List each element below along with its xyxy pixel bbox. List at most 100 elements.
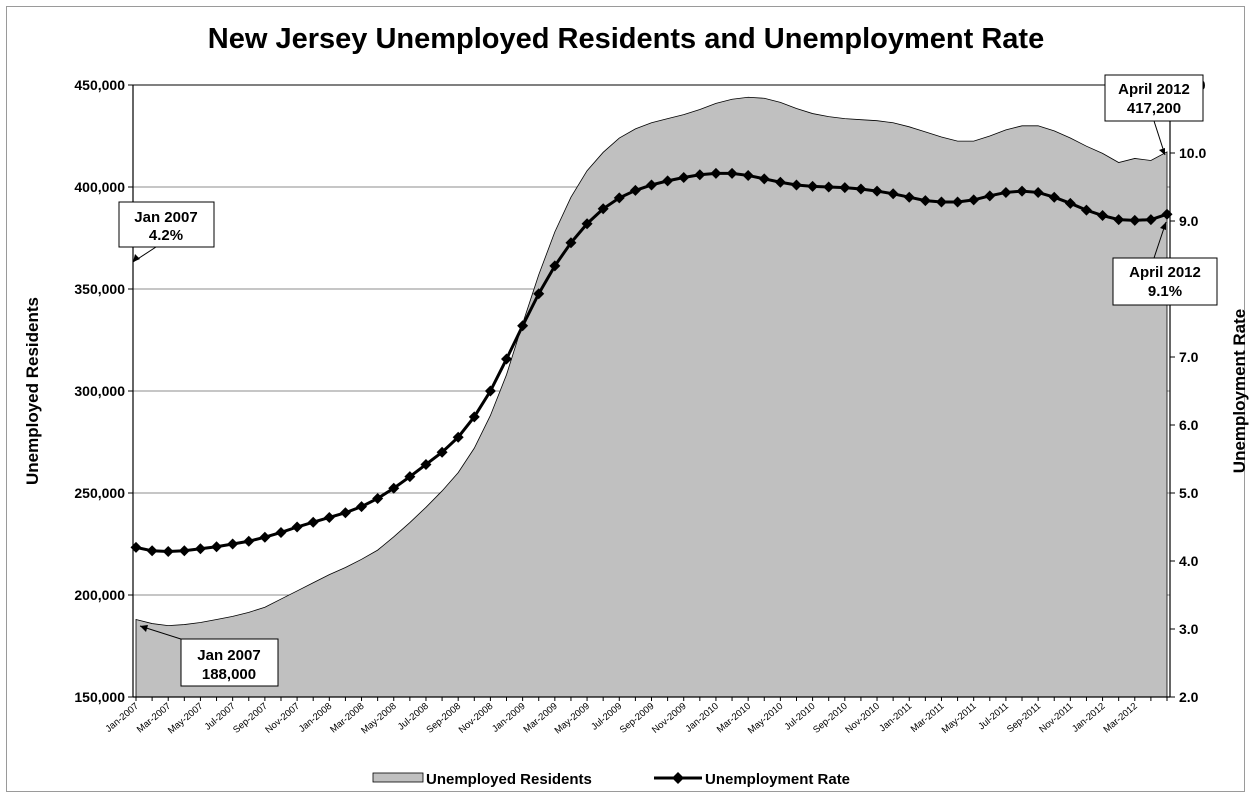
rate-point xyxy=(903,191,915,203)
right-axis-ticks: 2.03.04.05.06.07.08.09.010.011.0 xyxy=(1170,77,1206,705)
y2-tick-label: 3.0 xyxy=(1179,621,1199,637)
rate-point xyxy=(452,431,464,443)
y-tick-label: 300,000 xyxy=(74,383,125,399)
x-tick-label: Mar-2012 xyxy=(1101,701,1139,736)
y-axis-label: Unemployed Residents xyxy=(23,297,42,485)
rate-point xyxy=(323,511,335,523)
rate-point xyxy=(291,521,303,533)
left-axis-ticks: 150,000 200,000 250,000 300,000 350,000 400,0… xyxy=(74,77,133,705)
rate-point xyxy=(1016,185,1028,197)
rate-point xyxy=(726,167,738,179)
rate-point xyxy=(436,446,448,458)
rate-point xyxy=(227,538,239,550)
x-tick-label: Jan-2011 xyxy=(877,701,914,734)
y-tick-label: 350,000 xyxy=(74,281,125,297)
rate-point xyxy=(597,203,609,215)
rate-point xyxy=(984,190,996,202)
y-tick-label: 250,000 xyxy=(74,485,125,501)
x-tick-label: Sep-2008 xyxy=(424,701,463,736)
rate-point xyxy=(372,492,384,504)
rate-point xyxy=(774,176,786,188)
x-tick-label: Jan-2009 xyxy=(490,701,527,735)
rate-point xyxy=(259,531,271,543)
rate-point xyxy=(1000,186,1012,198)
annot-apr2012-res-line2: 417,200 xyxy=(1127,100,1181,117)
x-tick-label: Sep-2007 xyxy=(231,701,270,736)
rate-point xyxy=(678,171,690,183)
annot-apr2012-res-arrowhead xyxy=(1159,148,1165,155)
annot-jan2007-res-line1: Jan 2007 xyxy=(197,647,260,664)
rate-point xyxy=(468,411,480,423)
rate-point xyxy=(790,179,802,191)
x-tick-label: Nov-2010 xyxy=(843,701,882,736)
rate-point xyxy=(404,471,416,483)
rate-point xyxy=(275,526,287,538)
rate-point xyxy=(162,545,174,557)
legend-label-unemployment-rate: Unemployment Rate xyxy=(705,771,850,788)
annot-jan2007-rate-line2: 4.2% xyxy=(149,227,183,244)
x-tick-label: Nov-2011 xyxy=(1037,701,1075,735)
y-tick-label: 200,000 xyxy=(74,587,125,603)
annot-apr2012-res-line1: April 2012 xyxy=(1118,81,1190,98)
y2-tick-label: 6.0 xyxy=(1179,417,1199,433)
x-tick-label: Nov-2007 xyxy=(263,701,302,736)
legend: Unemployed Residents Unemployment Rate xyxy=(372,771,850,788)
chart-title: New Jersey Unemployed Residents and Unem… xyxy=(208,23,1044,55)
rate-point xyxy=(1097,210,1109,222)
x-tick-label: May-2009 xyxy=(553,701,592,737)
y2-tick-label: 10.0 xyxy=(1179,145,1206,161)
annot-apr2012-res-box xyxy=(1104,74,1204,122)
y2-tick-label: 5.0 xyxy=(1179,485,1199,501)
annotations: Jan 2007 4.2% Jan 2007 188,000 April 201… xyxy=(118,74,1218,687)
annot-jan2007-res-line2: 188,000 xyxy=(202,666,256,683)
annot-apr2012-rate-box xyxy=(1112,257,1218,306)
x-tick-label: Sep-2009 xyxy=(618,701,657,736)
rate-point xyxy=(646,179,657,191)
rate-point xyxy=(307,516,319,528)
rate-point xyxy=(742,169,754,181)
rate-point xyxy=(694,169,706,181)
annot-jan2007-res-arrowhead xyxy=(140,625,148,632)
unemployed-residents-area xyxy=(135,96,1168,698)
rate-point xyxy=(935,196,947,208)
rate-point xyxy=(243,535,255,547)
rate-point xyxy=(839,182,851,194)
rate-point xyxy=(581,218,593,230)
rate-point xyxy=(758,173,770,185)
rate-point xyxy=(1113,214,1125,226)
x-tick-label: Jan-2008 xyxy=(297,701,334,735)
rate-point xyxy=(1145,214,1157,226)
rate-point xyxy=(356,501,368,513)
y-tick-label: 150,000 xyxy=(74,689,125,705)
legend-marker-unemployment-rate xyxy=(672,772,684,784)
annot-jan2007-rate-line1: Jan 2007 xyxy=(134,209,197,226)
rate-point xyxy=(952,196,964,208)
annot-jan2007-res-arrow xyxy=(139,625,185,641)
rate-point xyxy=(1129,214,1141,226)
x-tick-label: Jan-2012 xyxy=(1070,701,1107,735)
rate-point xyxy=(1032,186,1044,198)
annot-jan2007-rate-arrowhead xyxy=(133,254,140,262)
x-tick-label: Jan-2010 xyxy=(683,701,720,735)
y-tick-label: 400,000 xyxy=(74,179,125,195)
x-tick-label: May-2010 xyxy=(746,701,785,737)
y-tick-label: 450,000 xyxy=(74,77,125,93)
x-tick-label: May-2007 xyxy=(166,701,205,737)
x-axis-ticks: Jan-2007Mar-2007May-2007Jul-2007Sep-2007… xyxy=(104,697,1168,737)
rate-point xyxy=(823,181,835,193)
x-tick-label: Nov-2009 xyxy=(650,701,689,736)
rate-point xyxy=(517,320,529,332)
rate-point xyxy=(549,260,561,272)
rate-point xyxy=(613,192,625,204)
rate-point xyxy=(1064,197,1076,209)
unemployment-rate-markers xyxy=(130,167,1173,557)
rate-point xyxy=(710,167,722,179)
rate-point xyxy=(1080,204,1092,216)
y2-tick-label: 2.0 xyxy=(1179,689,1199,705)
y2-tick-label: 7.0 xyxy=(1179,349,1199,365)
legend-label-unemployed-residents: Unemployed Residents xyxy=(426,771,592,788)
rate-point xyxy=(565,237,577,249)
rate-point xyxy=(871,185,883,197)
x-tick-label: May-2011 xyxy=(940,701,979,736)
